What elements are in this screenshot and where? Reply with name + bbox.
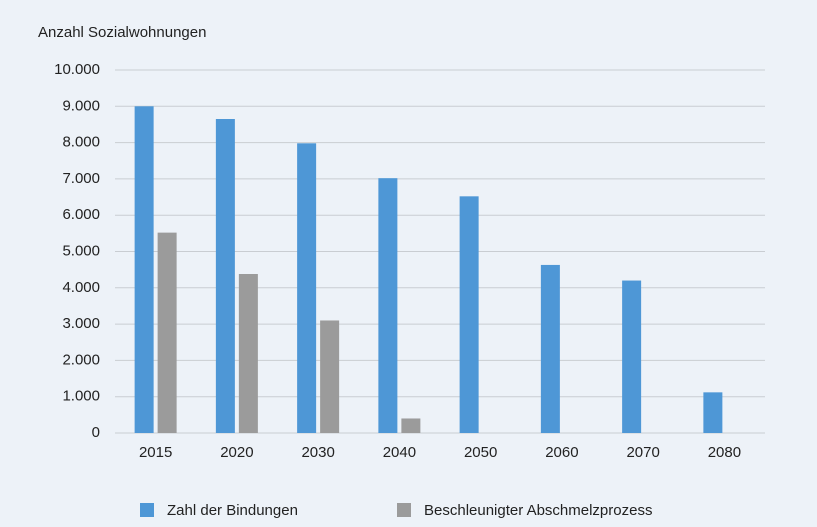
y-tick-label: 7.000 [62,170,100,187]
bar [297,143,317,434]
y-tick-label: 0 [92,424,100,441]
x-tick-label: 2020 [220,444,253,461]
y-tick-label: 3.000 [62,315,100,332]
x-tick-label: 2050 [464,444,497,461]
x-tick-label: 2070 [626,444,659,461]
bar [703,392,723,433]
legend-label: Beschleunigter Abschmelzprozess [424,502,652,519]
bar [401,418,421,433]
x-tick-label: 2030 [301,444,334,461]
bar [378,178,398,433]
y-tick-label: 1.000 [62,388,100,405]
bar [238,274,258,433]
chart-title: Anzahl Sozialwohnungen [38,24,206,41]
y-tick-label: 10.000 [54,61,100,78]
bar [459,196,479,433]
x-tick-label: 2080 [708,444,741,461]
y-tick-label: 5.000 [62,242,100,259]
bar [134,106,154,434]
x-tick-label: 2060 [545,444,578,461]
y-tick-label: 6.000 [62,206,100,223]
bar [157,232,177,433]
y-tick-label: 2.000 [62,351,100,368]
bar [540,264,560,433]
bar [622,280,642,433]
legend-label: Zahl der Bindungen [167,502,298,519]
bar [215,119,235,433]
bar [320,320,340,433]
y-tick-label: 9.000 [62,97,100,114]
x-tick-label: 2040 [383,444,416,461]
x-tick-label: 2015 [139,444,172,461]
legend-swatch [140,503,154,517]
legend-swatch [397,503,411,517]
y-tick-label: 8.000 [62,134,100,151]
y-tick-label: 4.000 [62,279,100,296]
